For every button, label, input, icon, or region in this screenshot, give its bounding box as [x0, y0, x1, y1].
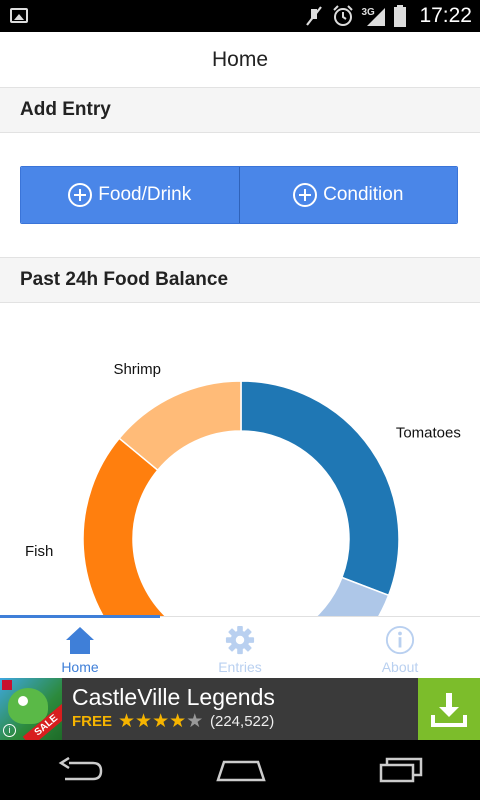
active-tab-indicator [0, 615, 160, 618]
image-icon [10, 8, 28, 23]
gear-icon [225, 625, 255, 655]
app-content: Home Add Entry Food/Drink Condition Past… [0, 32, 480, 678]
donut-chart: Tomatoes Fish Shrimp [25, 361, 461, 643]
add-condition-button[interactable]: Condition [238, 167, 457, 223]
add-food-drink-button[interactable]: Food/Drink [21, 167, 239, 223]
recent-apps-icon[interactable] [379, 757, 423, 783]
slice-label-fish: Fish [25, 543, 53, 560]
tab-about[interactable]: About [320, 617, 480, 678]
tab-entries[interactable]: Entries [160, 617, 320, 678]
donut-slice-shrimp[interactable] [118, 380, 242, 472]
star-icon: ★ [135, 711, 153, 732]
mute-icon [306, 6, 323, 26]
network-type-label: 3G [361, 7, 375, 18]
clock: 17:22 [419, 4, 472, 27]
bottom-nav: Home Entries About [0, 615, 480, 678]
slice-label-tomatoes: Tomatoes [396, 424, 461, 441]
home-button-icon[interactable] [216, 758, 266, 782]
donut-slice-fish[interactable] [82, 437, 169, 643]
add-food-drink-label: Food/Drink [98, 184, 192, 205]
battery-icon [394, 5, 407, 27]
ad-banner[interactable]: SALE i CastleVille Legends FREE ★★★★★ (2… [0, 678, 480, 740]
add-entry-section: Food/Drink Condition [0, 133, 480, 257]
add-condition-label: Condition [323, 184, 404, 205]
tab-home-label: Home [61, 659, 99, 675]
ad-title[interactable]: CastleVille Legends [72, 684, 275, 710]
system-nav-bar [0, 740, 480, 800]
ad-price: FREE [72, 713, 113, 730]
tab-home[interactable]: Home [0, 617, 160, 678]
donut-slice-tomatoes[interactable] [240, 380, 400, 597]
ad-rating-stars: ★★★★★ [118, 710, 203, 733]
download-icon [431, 693, 467, 727]
plus-circle-icon [293, 183, 318, 207]
status-bar: 3G 17:22 [0, 0, 480, 32]
ad-review-count: (224,522) [210, 713, 275, 730]
ad-brand-badge-icon [2, 680, 12, 690]
star-icon: ★ [169, 711, 187, 732]
plus-circle-icon [68, 183, 93, 207]
ad-app-thumbnail[interactable]: SALE i [0, 678, 62, 740]
page-title: Home [0, 32, 480, 87]
status-icons: 3G 17:22 [303, 0, 472, 32]
home-icon [66, 627, 94, 654]
star-half-icon: ★ [186, 711, 204, 732]
food-balance-chart: Tomatoes Fish Shrimp [0, 303, 480, 643]
ad-info-icon[interactable]: i [3, 724, 16, 737]
add-entry-buttons: Food/Drink Condition [20, 166, 458, 224]
add-entry-header: Add Entry [0, 87, 480, 133]
tab-entries-label: Entries [218, 659, 262, 675]
back-icon[interactable] [57, 757, 103, 783]
star-icon: ★ [152, 711, 170, 732]
signal-icon: 3G [361, 4, 387, 28]
ad-download-button[interactable] [418, 678, 480, 740]
dragon-icon [8, 688, 48, 724]
alarm-icon [333, 5, 354, 26]
dragon-eye-icon [18, 696, 28, 706]
info-icon [385, 625, 415, 655]
food-balance-header: Past 24h Food Balance [0, 257, 480, 303]
star-icon: ★ [118, 711, 136, 732]
slice-label-shrimp: Shrimp [113, 361, 161, 378]
tab-about-label: About [381, 659, 419, 675]
